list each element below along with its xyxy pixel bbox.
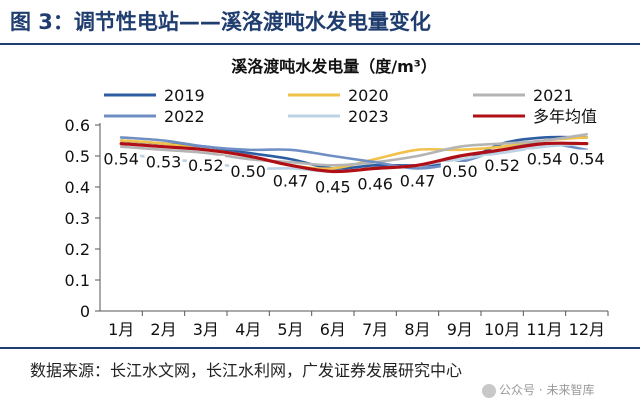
data-label: 0.47 [273, 171, 309, 190]
x-tick-label: 1月 [108, 320, 134, 339]
data-label-bg [186, 155, 225, 175]
line-chart: 溪洛渡吨水发电量（度/m³） 2019 2020 2021 2022 2023 多年均值 0 0… [65, 57, 609, 339]
wechat-icon [482, 383, 496, 398]
y-tick-label: 0.1 [65, 271, 90, 290]
figure-title: 图 3：调节性电站——溪洛渡吨水发电量变化 [10, 10, 431, 34]
x-tick-label: 3月 [193, 320, 219, 339]
y-tick-label: 0 [80, 302, 90, 321]
data-label: 0.47 [400, 171, 436, 190]
y-tick-label: 0.2 [65, 240, 90, 259]
series-line-2021 [119, 133, 589, 167]
watermark-text: 公众号 · 未来智库 [499, 383, 595, 397]
data-label: 0.52 [188, 156, 224, 175]
y-tick-label: 0.5 [65, 147, 90, 166]
data-label-bg [271, 171, 310, 191]
data-label: 0.50 [230, 162, 266, 181]
x-tick-label: 12月 [569, 320, 605, 339]
data-source: 数据来源：长江水文网，长江水利网，广发证券发展研究中心 [30, 361, 463, 380]
x-tick-label: 11月 [526, 320, 562, 339]
data-label-bg [144, 152, 183, 172]
data-label: 0.52 [484, 156, 520, 175]
data-label: 0.50 [442, 162, 478, 181]
data-label: 0.54 [569, 150, 605, 169]
data-label-bg [356, 174, 395, 194]
x-tick-label: 4月 [235, 320, 261, 339]
x-tick-label: 10月 [484, 320, 520, 339]
y-tick-label: 0.3 [65, 209, 90, 228]
x-tick-label: 9月 [447, 320, 473, 339]
legend-label-2021: 2021 [533, 86, 574, 105]
y-tick-label: 0.4 [65, 178, 90, 197]
x-tick-label: 2月 [150, 320, 176, 339]
legend-label-2022: 2022 [164, 107, 205, 126]
x-tick-label: 6月 [320, 320, 346, 339]
legend-label-2020: 2020 [348, 86, 389, 105]
chart-title: 溪洛渡吨水发电量（度/m³） [231, 57, 437, 76]
legend-label-2019: 2019 [164, 86, 205, 105]
series-line-多年均值 [119, 141, 589, 174]
data-label-bg [440, 162, 479, 181]
watermark: 公众号 · 未来智库 [482, 381, 594, 398]
source-divider [0, 347, 640, 349]
data-label: 0.53 [146, 153, 182, 172]
legend-label-2023: 2023 [348, 107, 389, 126]
y-tick-label: 0.6 [65, 116, 90, 135]
data-label: 0.45 [315, 178, 351, 197]
x-tick-label: 5月 [277, 320, 303, 339]
legend-label-多年均值: 多年均值 [533, 107, 597, 126]
x-tick-label: 8月 [404, 320, 430, 339]
x-tick-label: 7月 [362, 320, 388, 339]
data-label-bg [483, 155, 522, 175]
data-label-bg [313, 177, 352, 197]
data-label-bg [525, 149, 564, 169]
data-label-bg [567, 149, 606, 169]
data-label-bg [229, 162, 268, 181]
data-label-bg [102, 149, 141, 169]
data-label: 0.46 [357, 174, 393, 193]
data-label-bg [398, 171, 437, 191]
data-label: 0.54 [103, 150, 139, 169]
figure-header: 图 3：调节性电站——溪洛渡吨水发电量变化 [0, 0, 640, 45]
data-label: 0.54 [527, 150, 563, 169]
